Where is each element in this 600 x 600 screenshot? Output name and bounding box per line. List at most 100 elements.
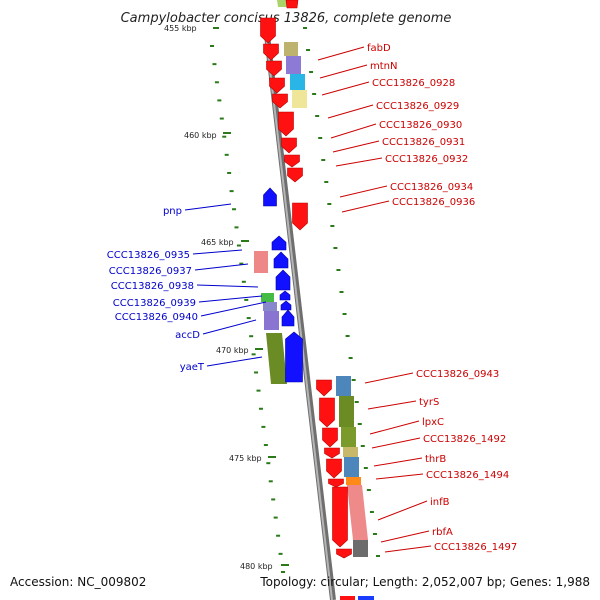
tick-dot bbox=[268, 480, 273, 483]
tick-dot bbox=[281, 571, 285, 573]
leader-line bbox=[184, 203, 232, 211]
gene-arrow bbox=[285, 331, 303, 383]
gene-arrow bbox=[285, 0, 299, 9]
gene-label: CCC13826_0932 bbox=[385, 154, 468, 165]
tick-dot bbox=[254, 371, 259, 374]
gene-label: CCC13826_0939 bbox=[113, 298, 196, 309]
tick-dot bbox=[222, 135, 227, 138]
gene-label: CCC13826_1494 bbox=[426, 470, 509, 481]
tick-dot bbox=[227, 171, 232, 174]
gene-arrow bbox=[279, 290, 291, 301]
tick-dot bbox=[249, 335, 254, 338]
tick-dot bbox=[234, 226, 239, 229]
feature-block bbox=[346, 477, 361, 485]
feature-block bbox=[358, 596, 374, 600]
leader-line bbox=[377, 500, 428, 521]
leader-line bbox=[202, 319, 257, 335]
gene-arrow bbox=[260, 17, 276, 44]
scale-label-470: 470 kbp bbox=[216, 346, 249, 355]
feature-block bbox=[347, 485, 368, 540]
tick-dot bbox=[327, 203, 332, 205]
feature-block bbox=[290, 74, 305, 90]
gene-arrow bbox=[316, 379, 332, 397]
gene-arrow bbox=[272, 93, 288, 109]
tick-dot bbox=[273, 516, 278, 519]
gene-arrow bbox=[324, 447, 340, 459]
gene-label: tyrS bbox=[419, 397, 439, 408]
tick-dot bbox=[312, 93, 317, 95]
tick-dot bbox=[212, 63, 217, 66]
gene-label: CCC13826_0938 bbox=[111, 281, 194, 292]
tick-dot bbox=[276, 534, 281, 537]
genome-backbone bbox=[262, 17, 336, 600]
summary-text: Topology: circular; Length: 2,052,007 bp… bbox=[259, 575, 590, 589]
gene-arrow bbox=[263, 43, 279, 61]
tick-dot bbox=[246, 317, 251, 320]
tick-dot bbox=[345, 335, 350, 337]
tick-dot bbox=[366, 489, 371, 491]
feature-block bbox=[254, 251, 268, 273]
tick-dot bbox=[372, 533, 377, 535]
feature-block bbox=[341, 427, 356, 447]
gene-arrow bbox=[319, 397, 335, 428]
tick-dot bbox=[336, 269, 341, 271]
feature-block bbox=[343, 447, 358, 457]
leader-line bbox=[369, 420, 420, 435]
leader-line bbox=[194, 263, 249, 271]
leader-line bbox=[339, 185, 388, 198]
leader-line bbox=[192, 249, 243, 255]
gene-arrow bbox=[340, 596, 355, 600]
gene-label: yaeT bbox=[180, 362, 205, 373]
leader-line bbox=[196, 284, 259, 288]
feature-block bbox=[286, 56, 301, 74]
leader-line bbox=[341, 200, 390, 213]
gene-label: CCC13826_0936 bbox=[392, 197, 475, 208]
gene-label: CCC13826_0931 bbox=[382, 137, 465, 148]
tick-dot bbox=[241, 280, 246, 283]
leader-line bbox=[200, 301, 267, 317]
tick-dot bbox=[271, 498, 276, 501]
tick-dot bbox=[229, 190, 234, 193]
tick-dot bbox=[303, 27, 307, 29]
tick-dot bbox=[324, 181, 329, 183]
feature-block bbox=[263, 302, 277, 311]
leader-line bbox=[327, 104, 374, 119]
tick-dot bbox=[217, 99, 222, 102]
gene-arrow bbox=[271, 235, 287, 251]
feature-block bbox=[353, 540, 368, 557]
gene-label: CCC13826_0929 bbox=[376, 101, 459, 112]
tick-dot bbox=[339, 291, 344, 293]
tick-dot bbox=[357, 423, 362, 425]
tick-dot bbox=[306, 49, 311, 51]
gene-arrow bbox=[281, 309, 295, 327]
leader-line bbox=[206, 356, 263, 367]
tick-dot bbox=[278, 552, 283, 555]
gene-labels: fabD mtnN CCC13826_0928 CCC13826_0929 CCC138… bbox=[107, 43, 517, 553]
scale-label-480: 480 kbp bbox=[240, 562, 273, 571]
gene-label: accD bbox=[175, 330, 200, 341]
accession-text: Accession: NC_009802 bbox=[10, 575, 146, 589]
leader-line bbox=[373, 457, 423, 467]
tick-dot bbox=[363, 467, 368, 469]
tick-dot bbox=[266, 462, 271, 465]
leader-line bbox=[371, 437, 421, 449]
leader-line bbox=[321, 81, 370, 96]
leader-line bbox=[330, 123, 377, 139]
tick-dot bbox=[214, 81, 219, 84]
gene-label: CCC13826_0943 bbox=[416, 369, 499, 380]
tick-dot bbox=[376, 555, 380, 557]
map-title: Campylobacter concisus 13826, complete g… bbox=[121, 11, 452, 26]
gene-label: CCC13826_1497 bbox=[434, 542, 517, 553]
gene-label: rbfA bbox=[432, 527, 453, 538]
scale-marks: 455 kbp 460 kbp 465 kbp 470 kbp 475 kbp … bbox=[164, 24, 289, 571]
tick-dot bbox=[261, 425, 266, 428]
gene-label: mtnN bbox=[370, 61, 397, 72]
gene-label: CCC13826_0930 bbox=[379, 120, 462, 131]
tick-dot bbox=[318, 137, 323, 139]
tick-dot bbox=[348, 357, 353, 359]
feature-block bbox=[292, 90, 307, 108]
scale-label-475: 475 kbp bbox=[229, 454, 262, 463]
gene-label: CCC13826_0928 bbox=[372, 78, 455, 89]
leader-line bbox=[364, 372, 414, 384]
